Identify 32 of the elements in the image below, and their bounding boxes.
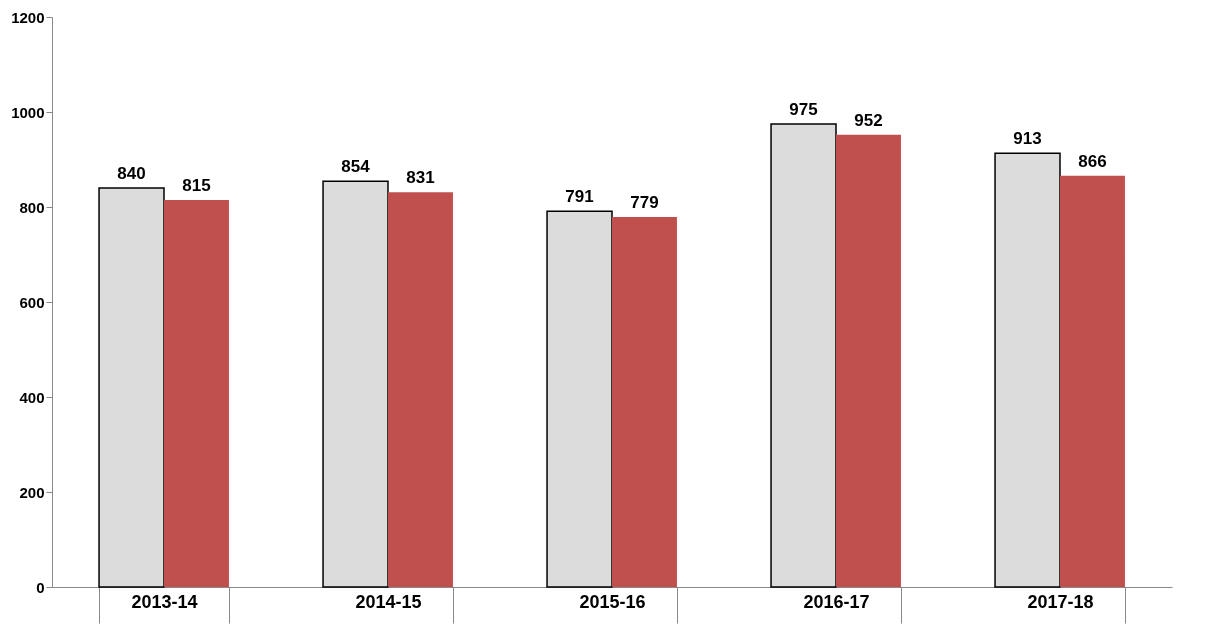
data-label: 913	[1013, 129, 1042, 149]
x-tick-label: 2017-18	[1027, 591, 1094, 612]
y-tick-label: 200	[19, 483, 45, 501]
bar	[164, 199, 229, 587]
data-label: 815	[182, 175, 211, 195]
x-tick-label: 2016-17	[803, 591, 870, 612]
bar	[322, 180, 389, 588]
x-tick-label: 2015-16	[579, 591, 646, 612]
y-tick-label: 1000	[11, 103, 45, 121]
x-tick-label: 2013-14	[131, 591, 198, 612]
data-label: 831	[406, 168, 435, 188]
data-label: 791	[565, 187, 594, 207]
y-tick-label: 1200	[11, 8, 45, 26]
data-label: 975	[789, 99, 818, 119]
bar	[770, 123, 837, 588]
x-tick-label: 2014-15	[355, 591, 422, 612]
y-tick-label: 400	[19, 388, 45, 406]
bar	[1060, 175, 1125, 587]
data-label: 779	[630, 192, 659, 212]
bar	[836, 134, 901, 587]
y-tick-label: 600	[19, 293, 45, 311]
bar	[994, 152, 1061, 588]
y-tick-label: 0	[36, 578, 45, 596]
data-label: 840	[117, 164, 146, 183]
bar	[388, 192, 453, 587]
y-tick-label: 800	[19, 198, 45, 216]
bar	[546, 210, 613, 588]
data-label: 854	[341, 157, 371, 177]
bar	[612, 216, 677, 587]
data-label: 866	[1078, 151, 1107, 171]
data-label: 952	[854, 110, 883, 130]
bar	[98, 187, 165, 588]
